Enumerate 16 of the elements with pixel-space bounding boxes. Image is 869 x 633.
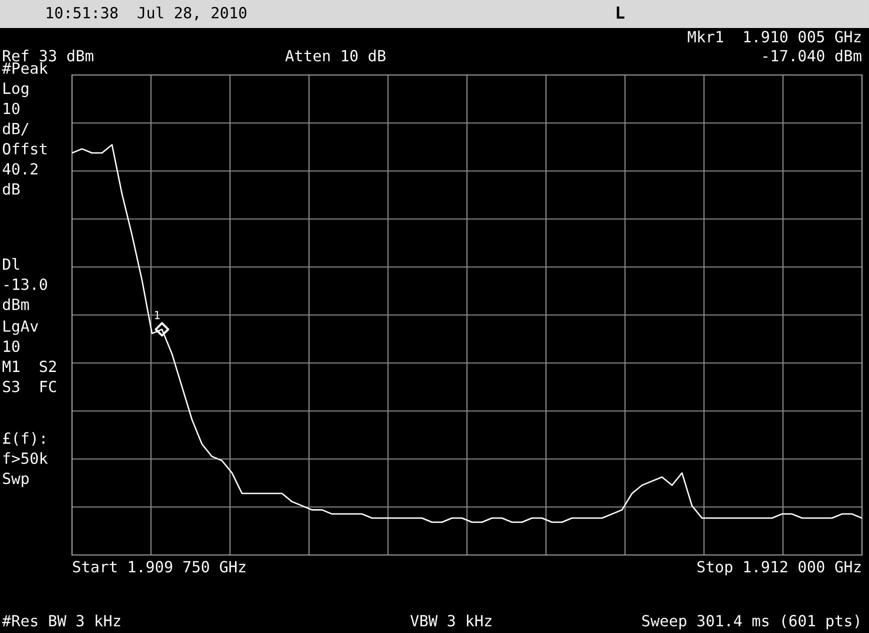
text: LgAv 10 M1 S2 S3 FC (2, 320, 56, 392)
text: #Res BW 3 kHz (2, 614, 120, 626)
text: #Peak Log 10 dB/ Offst 40.2 dB (2, 62, 48, 195)
annotation: 1 (154, 310, 160, 320)
text: Sweep 301.4 ms (601 pts) (642, 614, 859, 630)
text: VBW 3 kHz (410, 614, 492, 626)
text: Start 1.909 750 GHz (73, 560, 246, 572)
text: Mkr1 1.910 005 GHz (688, 30, 861, 42)
chart-title: 10:51:38 Jul 28, 2010 (46, 6, 246, 20)
text: Ref 33 dBm (3, 50, 94, 62)
text: Stop 1.912 000 GHz (697, 560, 861, 576)
text: Dl -13.0 dBm (2, 258, 47, 310)
text: £(f): f>50k Swp (3, 432, 48, 488)
text: L (616, 6, 624, 19)
text: -17.040 dBm (763, 50, 862, 62)
text: Atten 10 dB (285, 50, 386, 62)
